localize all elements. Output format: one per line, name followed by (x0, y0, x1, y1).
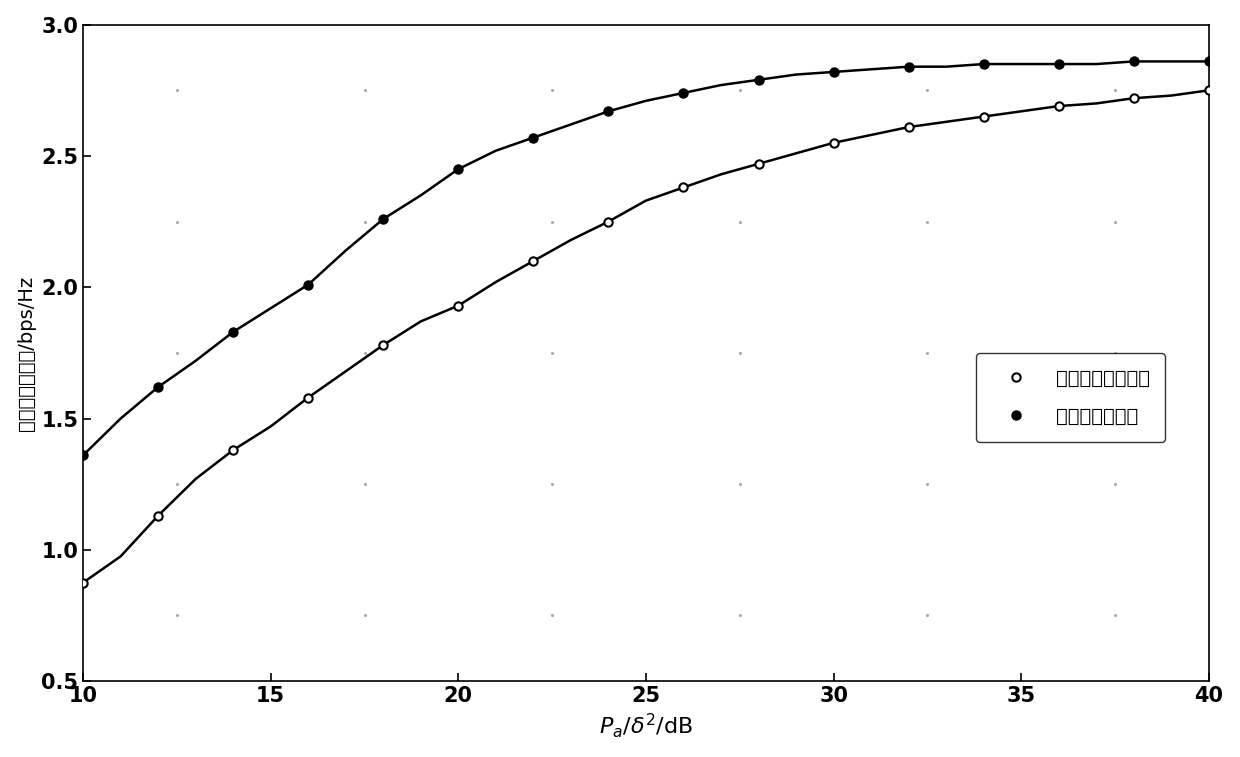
Y-axis label: 平均监听和速率/bps/Hz: 平均监听和速率/bps/Hz (16, 276, 36, 431)
传统的监听方法 (601, 107, 616, 116)
传统的监听方法 (751, 75, 766, 84)
传统的监听方法 (76, 450, 91, 459)
Legend: 本发明的传输方法, 传统的监听方法: 本发明的传输方法, 传统的监听方法 (976, 353, 1166, 441)
传统的监听方法 (301, 280, 316, 289)
Line: 传统的监听方法: 传统的监听方法 (79, 58, 1213, 459)
本发明的传输方法 (976, 112, 991, 121)
传统的监听方法 (1202, 57, 1216, 66)
传统的监听方法 (826, 67, 841, 76)
传统的监听方法 (376, 214, 391, 223)
本发明的传输方法 (451, 301, 466, 310)
传统的监听方法 (151, 382, 166, 391)
传统的监听方法 (676, 89, 691, 98)
本发明的传输方法 (301, 393, 316, 402)
本发明的传输方法 (76, 578, 91, 587)
传统的监听方法 (226, 327, 241, 336)
本发明的传输方法 (901, 123, 916, 132)
Line: 本发明的传输方法: 本发明的传输方法 (79, 86, 1213, 587)
本发明的传输方法 (751, 159, 766, 168)
传统的监听方法 (901, 62, 916, 71)
本发明的传输方法 (1126, 94, 1141, 103)
本发明的传输方法 (1202, 86, 1216, 95)
本发明的传输方法 (376, 341, 391, 350)
传统的监听方法 (1052, 60, 1066, 69)
本发明的传输方法 (676, 183, 691, 192)
本发明的传输方法 (226, 446, 241, 455)
传统的监听方法 (526, 133, 541, 142)
传统的监听方法 (976, 60, 991, 69)
本发明的传输方法 (826, 139, 841, 148)
X-axis label: $\mathit{P_a/\delta^2}$/dB: $\mathit{P_a/\delta^2}$/dB (599, 712, 693, 740)
本发明的传输方法 (151, 511, 166, 520)
本发明的传输方法 (1052, 101, 1066, 111)
传统的监听方法 (1126, 57, 1141, 66)
本发明的传输方法 (526, 257, 541, 266)
本发明的传输方法 (601, 217, 616, 226)
传统的监听方法 (451, 164, 466, 173)
